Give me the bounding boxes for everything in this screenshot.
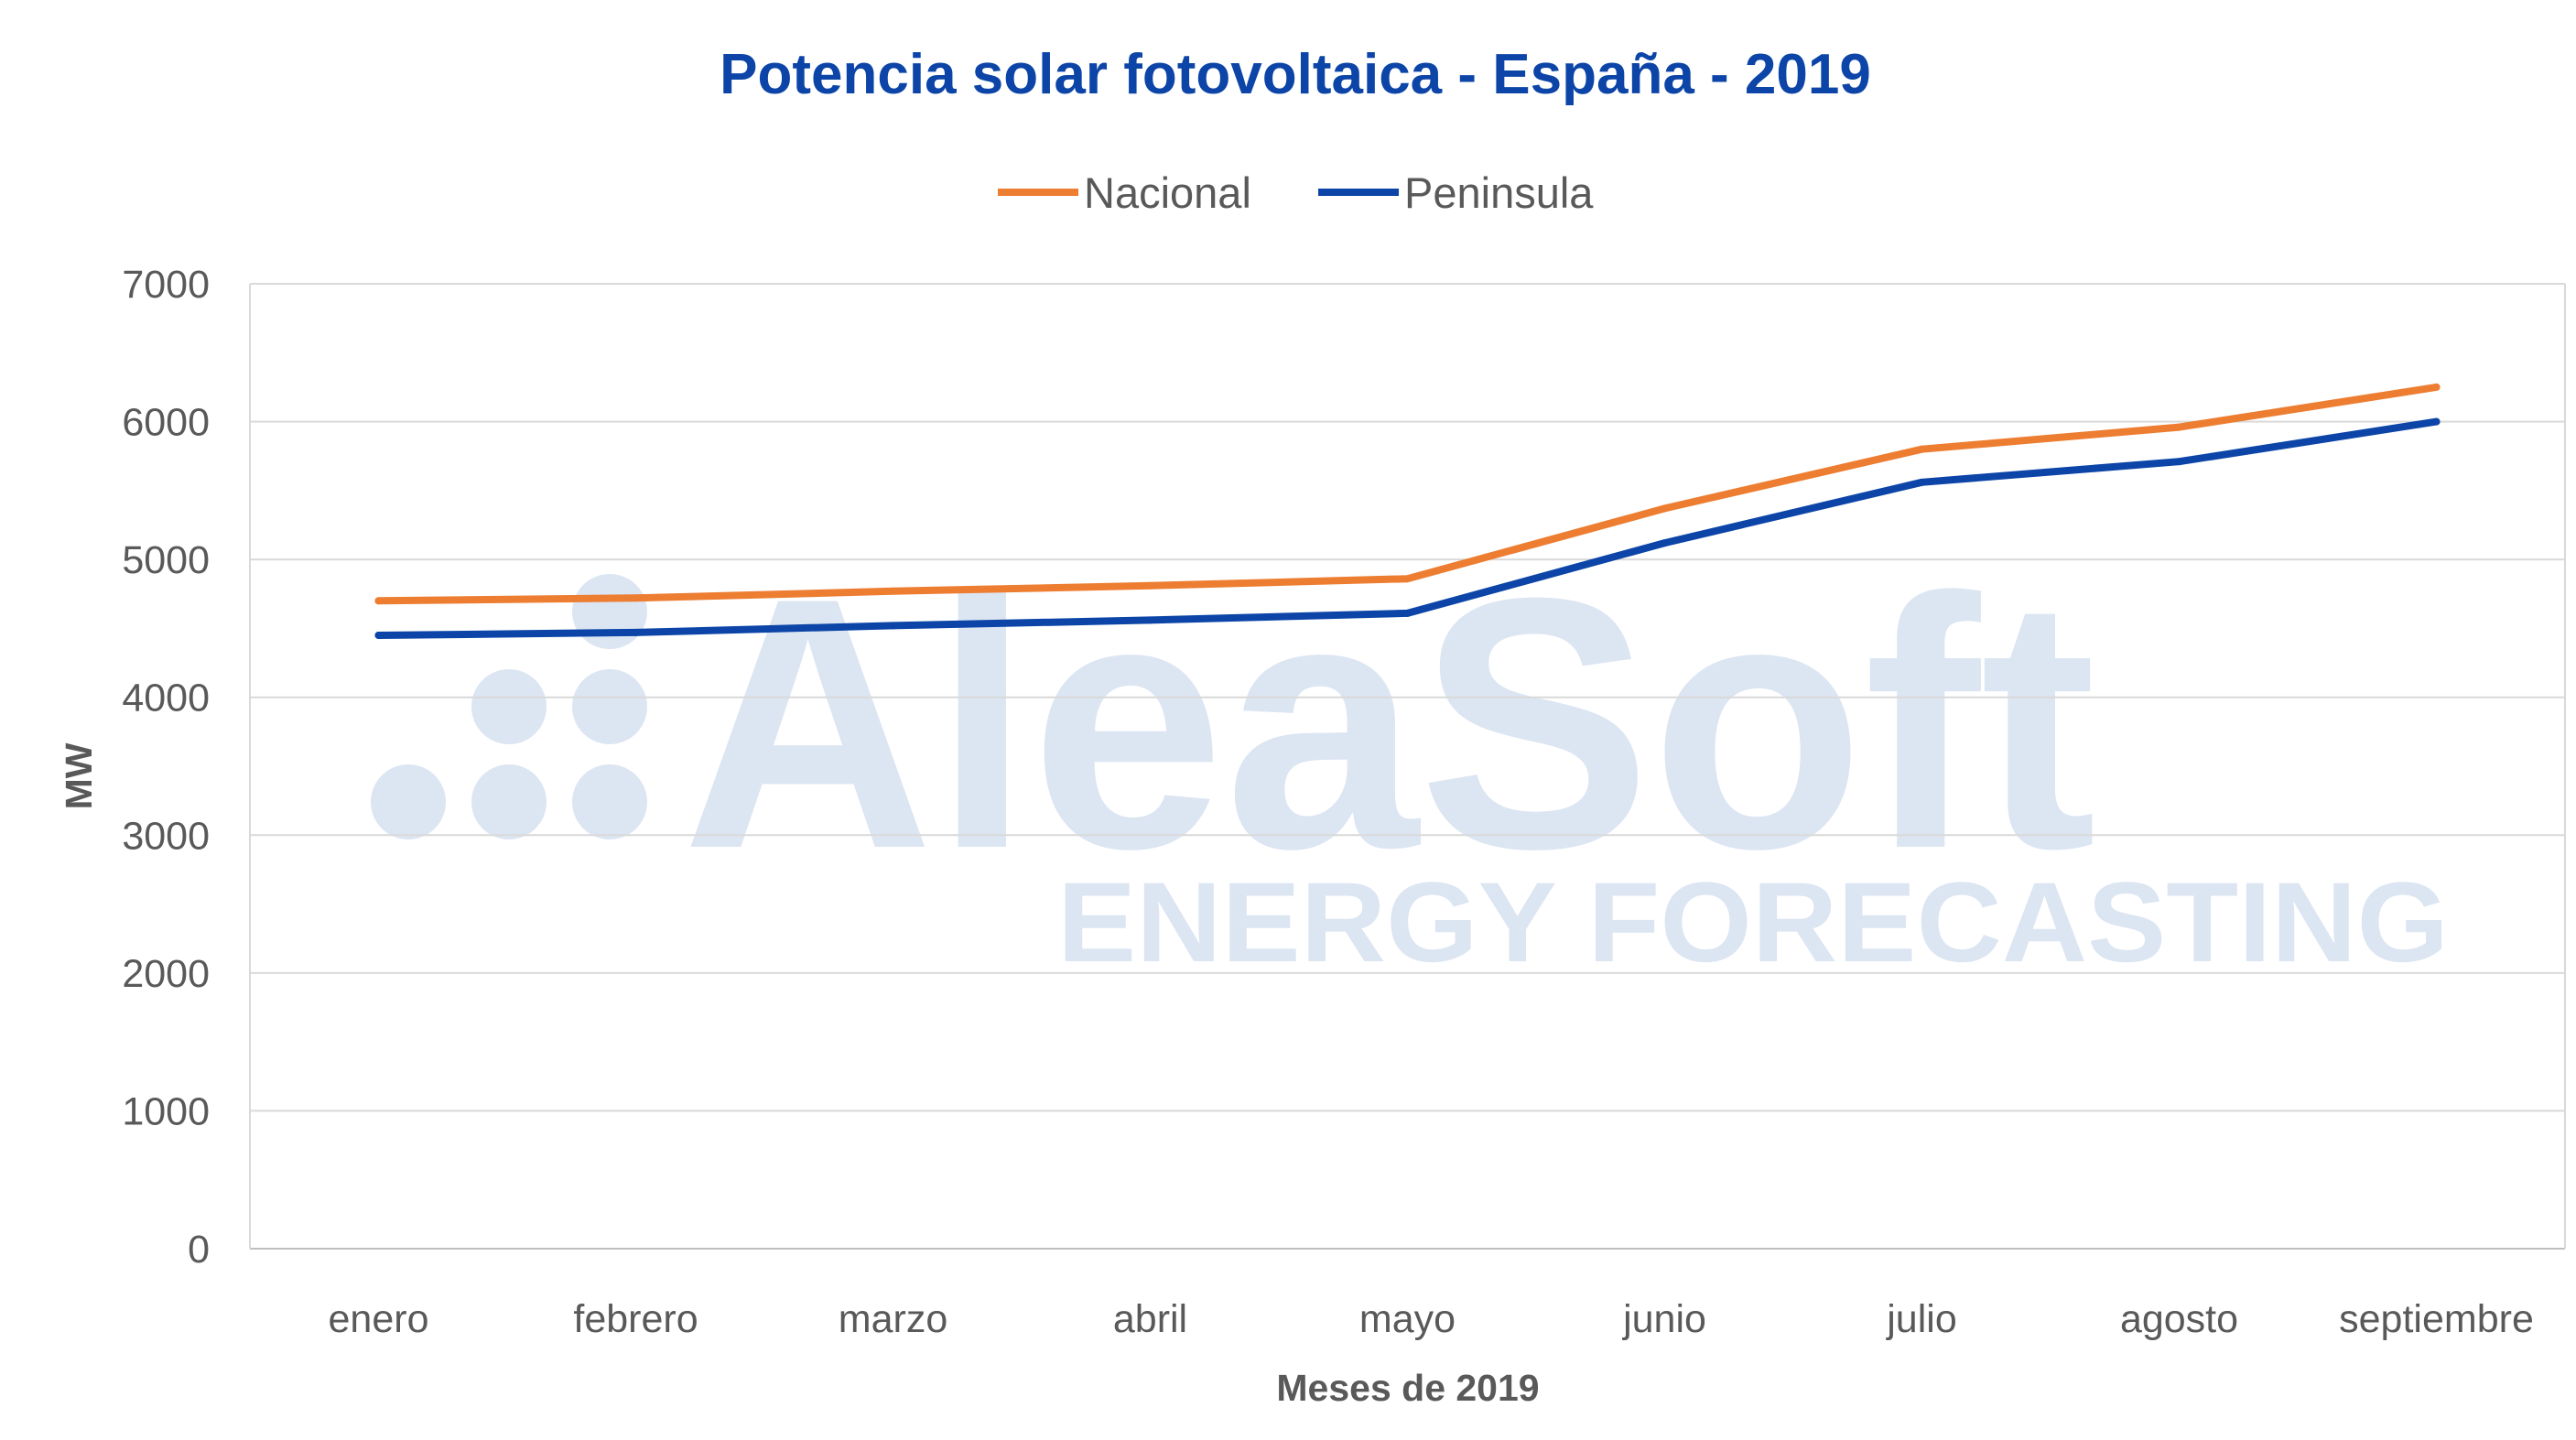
data-point-peninsula [1918, 478, 1926, 486]
data-point-nacional [2432, 383, 2441, 391]
y-tick-label: 2000 [122, 952, 210, 996]
data-point-nacional [1146, 581, 1154, 590]
data-point-nacional [632, 594, 640, 602]
y-tick-label: 5000 [122, 538, 210, 582]
x-tick-label: agosto [2120, 1297, 2238, 1341]
watermark-tagline: ENERGY FORECASTING [1057, 860, 2449, 986]
watermark-dot [572, 574, 647, 649]
x-tick-label: septiembre [2339, 1297, 2534, 1341]
watermark-dot [572, 764, 647, 839]
data-point-peninsula [374, 631, 383, 639]
data-point-nacional [1918, 445, 1926, 453]
y-tick-label: 6000 [122, 401, 210, 445]
y-tick-label: 1000 [122, 1089, 210, 1133]
data-point-nacional [2175, 423, 2183, 431]
y-axis-title: MW [58, 742, 100, 809]
x-tick-label: enero [329, 1297, 429, 1341]
gridlines [249, 283, 2566, 1250]
legend-label-peninsula: Peninsula [1404, 168, 1594, 217]
y-tick-label: 4000 [122, 677, 210, 720]
x-axis-title: Meses de 2019 [1276, 1367, 1539, 1409]
watermark-dot [471, 764, 547, 839]
series-lines [374, 383, 2441, 639]
legend-label-nacional: Nacional [1084, 168, 1251, 217]
data-point-nacional [1403, 575, 1412, 583]
watermark-dot [471, 669, 547, 744]
watermark-logo-dots [371, 574, 647, 839]
x-tick-label: julio [1885, 1297, 1957, 1341]
legend: Nacional Peninsula [998, 168, 1594, 217]
chart-title: Potencia solar fotovoltaica - España - 2… [720, 43, 1871, 106]
x-axis-ticks: enero febrero marzo abril mayo junio julio agos… [329, 1297, 2534, 1341]
x-tick-label: junio [1621, 1297, 1706, 1341]
x-tick-label: mayo [1359, 1297, 1456, 1341]
data-point-peninsula [1146, 616, 1154, 624]
data-point-peninsula [2175, 458, 2183, 466]
y-tick-label: 7000 [122, 263, 210, 307]
watermark: AleaSoft ENERGY FORECASTING [371, 524, 2449, 986]
x-tick-label: abril [1113, 1297, 1187, 1341]
data-point-peninsula [2432, 417, 2441, 426]
data-point-nacional [1661, 504, 1669, 513]
x-tick-label: febrero [573, 1297, 698, 1341]
y-axis-ticks: 0 1000 2000 3000 4000 5000 6000 7000 [122, 263, 210, 1272]
watermark-dot [572, 669, 647, 744]
data-point-peninsula [1661, 539, 1669, 547]
data-point-peninsula [889, 622, 897, 630]
data-point-nacional [889, 587, 897, 595]
x-tick-label: marzo [839, 1297, 947, 1341]
data-point-peninsula [632, 628, 640, 636]
y-tick-label: 3000 [122, 814, 210, 858]
y-tick-label: 0 [188, 1228, 210, 1272]
watermark-dot [371, 764, 446, 839]
data-point-nacional [374, 597, 383, 605]
data-point-peninsula [1403, 609, 1412, 617]
